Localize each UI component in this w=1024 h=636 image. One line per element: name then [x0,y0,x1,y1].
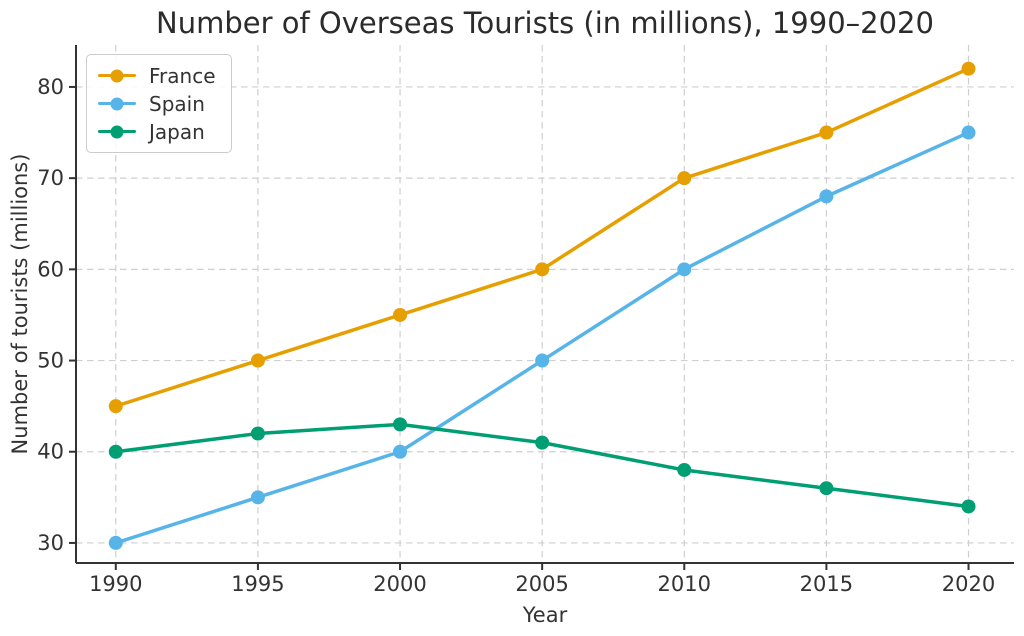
france-marker [250,353,265,368]
y-axis-label: Number of tourists (millions) [8,154,32,455]
data-series [108,61,976,550]
spain-marker [677,262,692,277]
y-tick-label: 80 [37,75,64,99]
legend-label-france: France [149,63,216,88]
x-tick-label: 2020 [942,572,995,596]
france-marker [108,399,123,414]
japan-marker [108,444,123,459]
france-marker [535,262,550,277]
spain-marker [819,189,834,204]
japan-marker [819,481,834,496]
france-line-sample [98,69,136,82]
x-tick-label: 1995 [231,572,284,596]
france-marker [819,125,834,140]
spain-marker-icon [110,97,124,110]
japan-marker [961,499,976,514]
japan-marker [393,417,408,432]
chart-title: Number of Overseas Tourists (in millions… [156,6,934,40]
spain-marker [961,125,976,140]
legend-item-france: France [98,63,216,88]
japan-marker [250,426,265,441]
france-marker-icon [110,69,124,82]
y-tick-label: 60 [37,257,64,281]
legend: France Spain Japan [86,54,232,153]
legend-label-japan: Japan [149,119,205,144]
legend-label-spain: Spain [149,91,205,116]
y-tick-label: 30 [37,531,64,555]
tick-labels: 1990 1995 2000 2005 2010 2015 2020 30 40 50 60 70 80 [37,75,995,596]
japan-line-sample [98,125,136,138]
x-tick-label: 2005 [515,572,568,596]
x-axis-label: Year [522,603,568,627]
spain-marker [393,444,408,459]
france-marker [393,307,408,322]
axes [69,45,1014,570]
y-tick-label: 70 [37,166,64,190]
x-tick-label: 2000 [373,572,426,596]
spain-marker [250,490,265,505]
france-marker [961,61,976,76]
spain-line-sample [98,97,136,110]
x-tick-label: 2010 [658,572,711,596]
legend-item-japan: Japan [98,119,216,144]
spain-marker [535,353,550,368]
japan-marker [535,435,550,450]
legend-item-spain: Spain [98,91,216,116]
x-tick-label: 1990 [89,572,142,596]
x-tick-label: 2015 [800,572,853,596]
france-marker [677,171,692,186]
japan-marker-icon [110,125,124,138]
spain-marker [108,535,123,550]
y-tick-label: 40 [37,440,64,464]
japan-marker [677,462,692,477]
y-tick-label: 50 [37,349,64,373]
